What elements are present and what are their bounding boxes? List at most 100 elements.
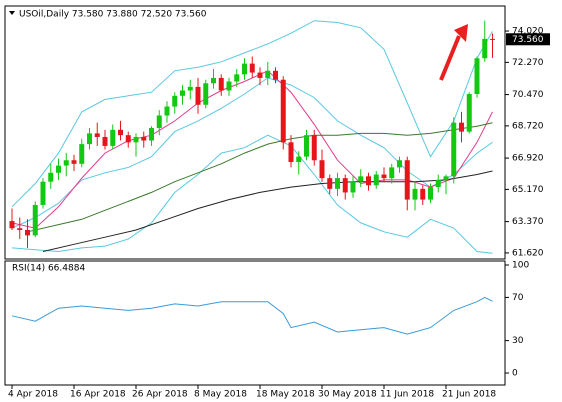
candle-body: [327, 178, 333, 189]
candle-body: [273, 70, 278, 80]
candle-body: [319, 160, 325, 179]
candle-body: [17, 228, 23, 231]
candle-body: [389, 167, 395, 179]
candle-body: [373, 174, 379, 186]
candle-body: [87, 133, 92, 145]
indicator-line: [11, 77, 493, 229]
last-price-label: 73.560: [512, 35, 544, 45]
candle-body: [172, 95, 178, 107]
candle-body: [164, 106, 170, 116]
y-tick-label: 74.020: [512, 27, 544, 37]
candle-body: [404, 160, 410, 200]
candle-body: [9, 221, 15, 229]
x-tick-label: 8 May 2018: [194, 390, 247, 400]
candle-body: [249, 63, 255, 73]
y-tick-label: 65.170: [512, 185, 544, 195]
y-tick-label: 72.270: [512, 58, 544, 68]
indicator-line: [11, 70, 493, 229]
x-tick-label: 21 Jun 2018: [442, 390, 496, 400]
candle-body: [443, 176, 449, 180]
x-tick-label: 26 Apr 2018: [132, 390, 188, 400]
y-tick-label: 61.620: [512, 248, 544, 258]
candle-body: [428, 187, 433, 200]
x-tick-label: 11 Jun 2018: [380, 390, 434, 400]
price-panel: [4, 5, 506, 260]
candle-body: [482, 38, 488, 59]
candle-body: [420, 188, 426, 200]
candle-body: [451, 122, 457, 177]
y-tick-label: 70: [512, 293, 524, 303]
x-tick-label: 4 Apr 2018: [8, 390, 58, 400]
candle-body: [211, 77, 216, 84]
candle-body: [234, 74, 240, 82]
candle-body: [335, 178, 340, 189]
candle-body: [296, 156, 302, 163]
candle-body: [56, 165, 61, 173]
indicator-line: [11, 134, 493, 254]
candle-body: [40, 181, 46, 205]
candle-body: [118, 129, 123, 136]
y-tick-label: 0: [512, 369, 518, 379]
candle-body: [195, 86, 201, 105]
candle-body: [133, 136, 139, 143]
indicator-line: [11, 20, 493, 208]
candle-body: [32, 204, 38, 236]
candle-body: [288, 142, 294, 163]
candle-body: [280, 79, 286, 143]
candle-body: [71, 160, 77, 164]
y-tick-label: 63.370: [512, 217, 544, 227]
y-tick-label: 70.470: [512, 90, 544, 100]
candle-body: [459, 122, 464, 132]
x-tick-label: 16 Apr 2018: [70, 390, 126, 400]
candle-body: [466, 94, 472, 132]
candle-body: [226, 81, 232, 91]
menu-triangle[interactable]: [9, 11, 15, 15]
candle-body: [474, 58, 480, 95]
y-tick-label: 66.920: [512, 154, 544, 164]
candle-body: [350, 181, 356, 193]
candle-body: [435, 179, 441, 188]
rsi-title: RSI(14) 66.4884: [12, 264, 85, 274]
rsi-panel: [4, 260, 506, 386]
candle-body: [242, 63, 247, 75]
candle-body: [110, 129, 116, 146]
x-tick-label: 30 May 2018: [318, 390, 377, 400]
candle-body: [102, 136, 108, 146]
candle-body: [257, 72, 263, 78]
y-tick-label: 68.720: [512, 121, 544, 131]
indicator-line: [42, 170, 493, 252]
candle-body: [381, 174, 387, 179]
candle-body: [149, 128, 154, 141]
chart-title: USOil,Daily 73.580 73.880 72.520 73.560: [19, 10, 207, 20]
candle-body: [63, 160, 69, 166]
candle-body: [187, 86, 193, 91]
x-tick-label: 18 May 2018: [256, 390, 315, 400]
candle-body: [265, 70, 271, 78]
candle-body: [94, 133, 100, 137]
candle-body: [304, 135, 309, 157]
candle-body: [366, 176, 371, 186]
candle-body: [79, 144, 85, 164]
candle-body: [311, 135, 317, 161]
candle-body: [358, 176, 364, 182]
candle-body: [48, 172, 54, 182]
candle-body: [141, 136, 147, 141]
y-tick-label: 30: [512, 336, 524, 346]
last-price-box: [506, 33, 550, 46]
candle-body: [203, 83, 209, 105]
candle-body: [397, 160, 402, 168]
y-tick-label: 100: [512, 260, 529, 270]
candle-body: [156, 115, 162, 129]
candle-body: [218, 77, 224, 91]
candle-body: [342, 178, 348, 193]
candle-body: [490, 38, 495, 40]
rsi-line: [11, 296, 493, 335]
indicator-line: [27, 122, 493, 233]
candle-body: [412, 188, 418, 200]
candle-body: [125, 135, 131, 143]
candle-body: [180, 90, 185, 96]
candle-body: [25, 230, 30, 236]
annotation-arrow: [439, 24, 468, 81]
